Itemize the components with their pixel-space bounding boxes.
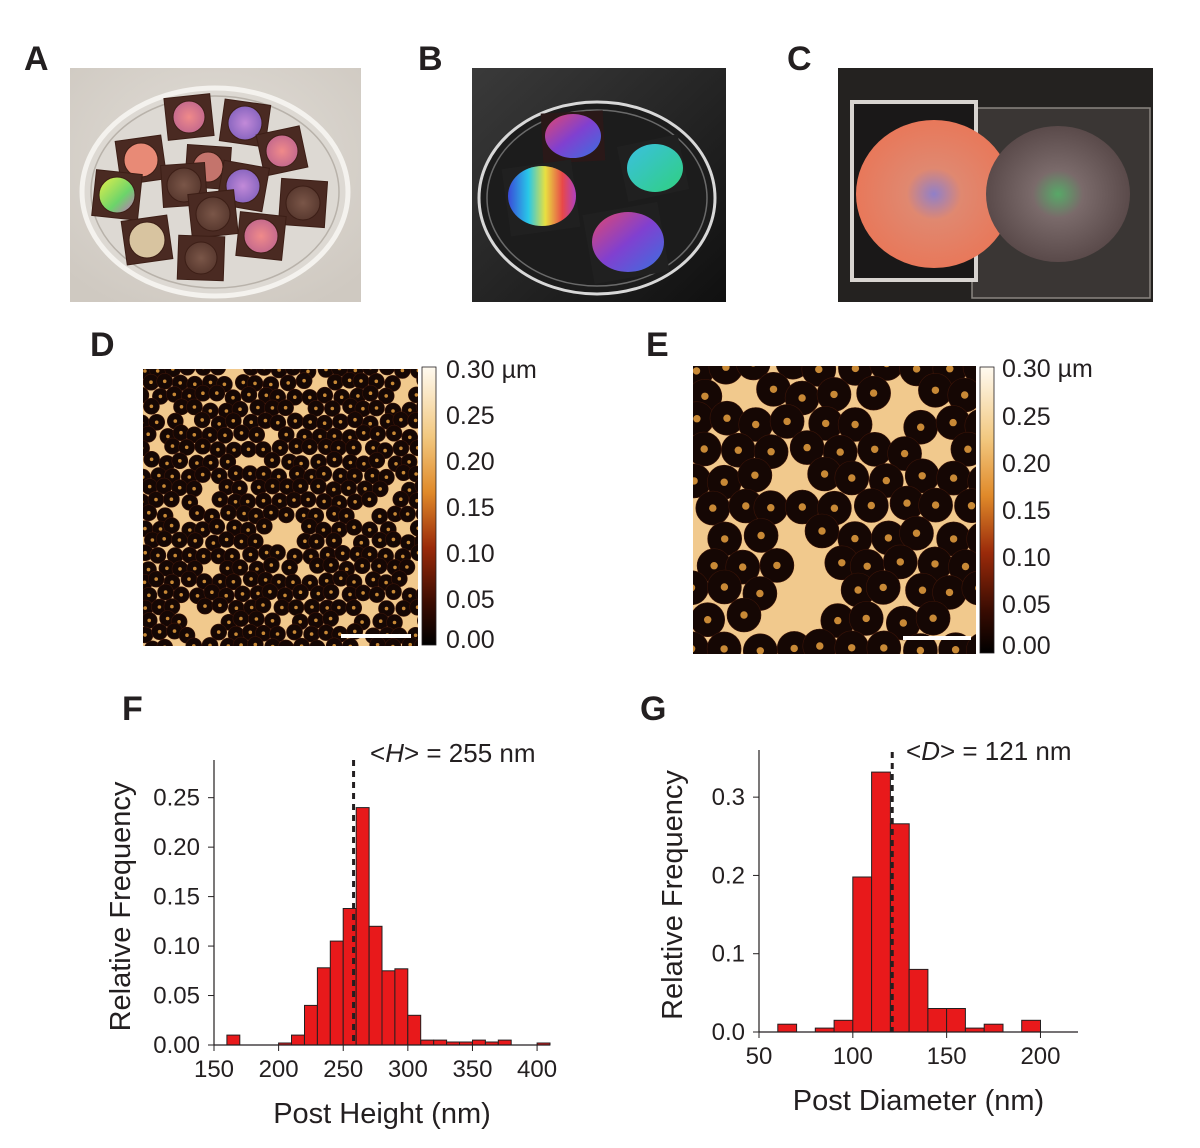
hist-f-xtick-3: 300 bbox=[388, 1056, 428, 1083]
hist-f-xlabel: Post Height (nm) bbox=[273, 1098, 491, 1130]
hist-g-mean-annotation: <D> = 121 nm bbox=[906, 736, 1072, 766]
hist-f-ytick-2: 0.10 bbox=[153, 933, 200, 960]
photo-petri-dish-dark bbox=[472, 68, 726, 302]
hist-f-bar-18 bbox=[497, 1039, 512, 1046]
panel-label-c: C bbox=[787, 40, 812, 78]
hist-g-bar-8 bbox=[946, 1008, 966, 1033]
hist-f-bar-8 bbox=[368, 925, 383, 1046]
hist-f-xtick-1: 200 bbox=[259, 1056, 299, 1083]
panel-label-d: D bbox=[90, 326, 115, 364]
hist-f-bar-2 bbox=[291, 1034, 305, 1046]
hist-f-xtick-4: 350 bbox=[452, 1056, 492, 1083]
hist-f-bar-12 bbox=[420, 1039, 435, 1046]
histogram-post-diameter: 50 100 150 200 0.0 0.1 0.2 0.3 Post Diameter (nm… bbox=[600, 700, 1200, 1148]
hist-f-bar-10 bbox=[394, 968, 409, 1046]
scale-bar bbox=[341, 634, 411, 638]
panel-label-a: A bbox=[24, 40, 49, 78]
hist-g-xtick-3: 200 bbox=[1020, 1043, 1060, 1070]
hist-f-bar-9 bbox=[381, 970, 396, 1046]
hist-g-ytick-2: 0.2 bbox=[712, 862, 745, 889]
histogram-post-height: 150 200 250 300 350 400 0.00 0.05 0.10 0.15 0.20 0.… bbox=[0, 700, 600, 1148]
hist-f-ytick-5: 0.25 bbox=[153, 785, 200, 812]
hist-f-ytick-4: 0.20 bbox=[153, 834, 200, 861]
hist-g-bar-3 bbox=[852, 876, 873, 1033]
afm-image-e bbox=[674, 344, 1018, 669]
hist-f-ytick-0: 0.00 bbox=[153, 1032, 200, 1059]
hist-g-bar-11 bbox=[1021, 1019, 1042, 1033]
hist-f-ylabel: Relative Frequency bbox=[105, 781, 137, 1031]
colorbar-d: 0.30 µm 0.25 0.20 0.15 0.10 0.05 0.00 bbox=[420, 352, 560, 662]
panel-label-b: B bbox=[418, 40, 443, 78]
hist-f-bar-5 bbox=[329, 940, 344, 1046]
hist-f-bar-3 bbox=[304, 1004, 318, 1046]
hist-f-mean-annotation: <H> = 255 nm bbox=[370, 738, 536, 768]
colorbar-e-label-6: 0.00 bbox=[1002, 632, 1051, 657]
hist-f-bar-4 bbox=[316, 967, 331, 1046]
hist-g-bar-6 bbox=[908, 968, 929, 1033]
panel-label-f: F bbox=[122, 690, 143, 728]
hist-g-ytick-3: 0.3 bbox=[712, 784, 745, 811]
hist-f-bar-0 bbox=[226, 1034, 241, 1046]
hist-f-bar-11 bbox=[407, 1014, 422, 1046]
hist-f-ytick-3: 0.15 bbox=[153, 884, 200, 911]
colorbar-e-label-3: 0.15 bbox=[1002, 497, 1051, 525]
colorbar-d-label-4: 0.10 bbox=[446, 540, 495, 568]
hist-f-bar-16 bbox=[472, 1039, 486, 1046]
hist-f-ytick-1: 0.05 bbox=[153, 983, 200, 1010]
hist-g-bar-2 bbox=[833, 1019, 854, 1033]
hist-f-xtick-2: 250 bbox=[323, 1056, 363, 1083]
panel-label-e: E bbox=[646, 326, 669, 364]
colorbar-e-label-1: 0.25 bbox=[1002, 403, 1051, 431]
colorbar-e-label-0: 0.30 µm bbox=[1002, 355, 1093, 383]
colorbar-d-label-2: 0.20 bbox=[446, 448, 495, 476]
hist-f-xtick-5: 400 bbox=[517, 1056, 557, 1083]
colorbar-d-label-1: 0.25 bbox=[446, 402, 495, 430]
hist-f-bar-13 bbox=[433, 1039, 448, 1046]
hist-f-xtick-0: 150 bbox=[194, 1056, 234, 1083]
panel-label-g: G bbox=[640, 690, 667, 728]
hist-g-xlabel: Post Diameter (nm) bbox=[793, 1085, 1044, 1117]
colorbar-d-label-5: 0.05 bbox=[446, 586, 495, 614]
hist-g-xtick-2: 150 bbox=[927, 1043, 967, 1070]
hist-g-bar-7 bbox=[927, 1008, 948, 1033]
hist-g-ylabel: Relative Frequency bbox=[657, 770, 689, 1020]
hist-g-bar-10 bbox=[983, 1023, 1004, 1033]
hist-g-bar-4 bbox=[871, 771, 891, 1033]
afm-image-d bbox=[132, 358, 435, 658]
hist-f-bars bbox=[226, 807, 551, 1046]
photo-petri-dish-samples bbox=[70, 68, 361, 302]
hist-g-xtick-0: 50 bbox=[746, 1043, 773, 1070]
colorbar-d-label-6: 0.00 bbox=[446, 626, 495, 654]
colorbar-d-label-0: 0.30 µm bbox=[446, 356, 537, 384]
hist-g-bars bbox=[777, 771, 1042, 1033]
hist-g-xtick-1: 100 bbox=[833, 1043, 873, 1070]
hist-g-ytick-0: 0.0 bbox=[712, 1019, 745, 1046]
hist-g-bar-0 bbox=[777, 1023, 798, 1033]
colorbar-e: 0.30 µm 0.25 0.20 0.15 0.10 0.05 0.00 bbox=[978, 351, 1118, 662]
colorbar-d-label-3: 0.15 bbox=[446, 494, 495, 522]
photo-two-slides bbox=[838, 68, 1153, 302]
scale-bar bbox=[903, 636, 971, 640]
hist-f-bar-7 bbox=[355, 807, 370, 1046]
colorbar-e-label-5: 0.05 bbox=[1002, 591, 1051, 619]
colorbar-e-label-4: 0.10 bbox=[1002, 544, 1051, 572]
colorbar-e-label-2: 0.20 bbox=[1002, 450, 1051, 478]
hist-g-ytick-1: 0.1 bbox=[712, 941, 745, 968]
